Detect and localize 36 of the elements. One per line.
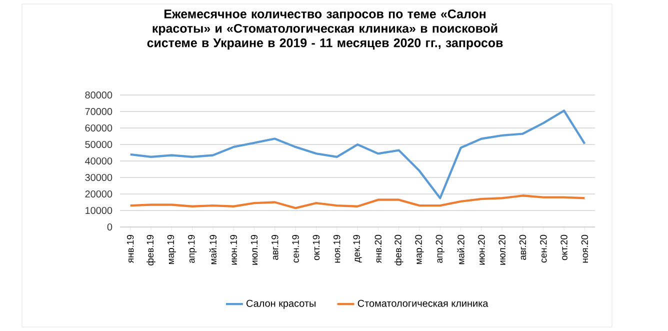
x-tick-label: июн.19 [230, 234, 237, 265]
y-tick-label: 60000 [85, 124, 112, 132]
x-tick-label: дек.19 [353, 234, 362, 263]
x-tick-label: авг.19 [272, 234, 278, 260]
x-tick-label: ноя.19 [334, 234, 340, 263]
x-tick-label: янв.19 [126, 234, 134, 263]
x-tick-label: сен.20 [540, 234, 547, 262]
x-tick-label: авг.20 [519, 234, 526, 260]
y-tick-label: 0 [107, 223, 112, 231]
legend-label: Стоматологическая клиника [358, 300, 488, 307]
x-tick-label: окт.20 [560, 234, 568, 260]
x-tick-label: фев.19 [146, 234, 156, 266]
x-tick-label: мар.20 [415, 234, 424, 264]
y-tick-label: 50000 [85, 140, 112, 148]
x-tick-label: мар.19 [167, 234, 176, 264]
x-tick-label: янв.20 [374, 234, 382, 263]
y-tick-label: 70000 [85, 108, 112, 116]
legend-label: Салон красоты [246, 300, 316, 309]
y-tick-label: 80000 [85, 91, 112, 99]
x-tick-label: фев.20 [394, 234, 404, 266]
x-tick-label: июн.20 [478, 234, 485, 265]
y-tick-label: 20000 [85, 190, 112, 198]
x-tick-label: май.20 [457, 234, 464, 264]
y-tick-label: 40000 [85, 157, 112, 165]
x-tick-label: апр.19 [188, 234, 197, 263]
y-tick-label: 10000 [86, 206, 112, 214]
x-tick-label: май.19 [209, 234, 216, 264]
line-series [129, 194, 586, 210]
x-tick-label: окт.19 [312, 234, 320, 260]
x-tick-label: ноя.20 [581, 234, 588, 263]
y-tick-label: 30000 [85, 174, 112, 182]
chart-title: Ежемесячное количество запросов по теме «Салон красоты» и «Стоматологическая клиника» в поисковой системе в Украине в 2019 - 11 месяцев 2020 гг., запросов [147, 10, 503, 50]
x-tick-label: июл.20 [498, 234, 506, 265]
x-tick-label: сен.19 [292, 234, 299, 262]
x-tick-label: июл.19 [250, 234, 258, 265]
x-tick-label: апр.20 [436, 234, 444, 263]
